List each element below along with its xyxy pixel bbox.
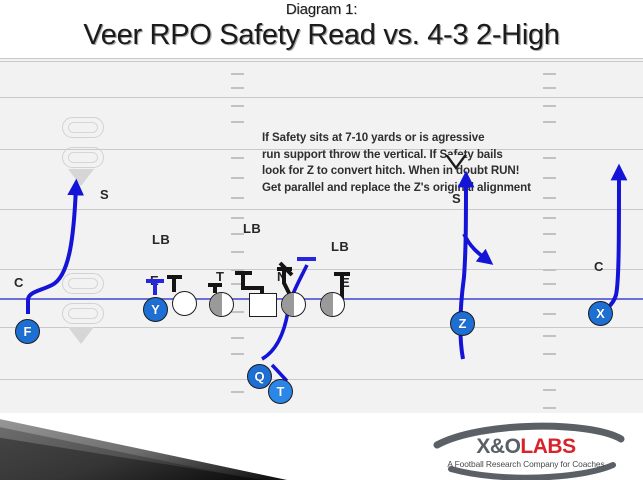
ghost-alignment-oval bbox=[62, 117, 104, 138]
logo-xo-text: X&O bbox=[476, 435, 521, 458]
hash-mark bbox=[231, 177, 244, 179]
hash-mark bbox=[231, 73, 244, 75]
ghost-alignment-oval bbox=[62, 303, 104, 324]
diagram-number-label: Diagram 1: bbox=[285, 1, 358, 18]
defensive-front-layer bbox=[146, 257, 350, 300]
hash-mark bbox=[231, 105, 244, 107]
offensive-lineman-right-guard bbox=[281, 292, 306, 317]
ghost-alignment-triangle bbox=[68, 327, 94, 344]
yard-line bbox=[0, 269, 643, 270]
hash-mark bbox=[543, 157, 556, 159]
route-z-vertical bbox=[457, 170, 475, 360]
hash-mark bbox=[543, 177, 556, 179]
defender-label-linebacker-mike: LB bbox=[243, 221, 262, 236]
defender-label-tackle: T bbox=[216, 269, 225, 284]
hash-mark bbox=[543, 73, 556, 75]
offensive-lineman-center bbox=[249, 293, 277, 317]
title-area: Diagram 1: Veer RPO Safety Read vs. 4-3 … bbox=[0, 0, 643, 58]
defender-label-corner-right: C bbox=[594, 259, 604, 274]
logo-tagline: A Football Research Company for Coaches bbox=[447, 459, 605, 469]
defender-label-linebacker-strong: LB bbox=[331, 239, 350, 254]
defender-label-free-safety-right: S bbox=[452, 191, 462, 206]
hash-mark bbox=[543, 389, 556, 391]
logo-swoosh-icon bbox=[433, 422, 625, 480]
hash-mark bbox=[543, 269, 556, 271]
route-x-vertical bbox=[598, 163, 628, 316]
route-layer bbox=[26, 163, 628, 383]
hash-mark bbox=[543, 313, 556, 315]
player-f-receiver[interactable]: F bbox=[15, 319, 40, 344]
route-f-vertical bbox=[26, 178, 85, 314]
note-line: If Safety sits at 7-10 yards or is agres… bbox=[262, 131, 485, 144]
brand-logo: X&OLABS A Football Research Company for … bbox=[421, 422, 631, 480]
hash-mark bbox=[231, 391, 244, 393]
hash-mark bbox=[543, 335, 556, 337]
hash-mark bbox=[543, 407, 556, 409]
hash-mark bbox=[543, 251, 556, 253]
logo-labs-text: LABS bbox=[520, 435, 576, 458]
player-y-tight-end[interactable]: Y bbox=[143, 297, 168, 322]
hash-mark bbox=[543, 105, 556, 107]
yard-line bbox=[0, 97, 643, 98]
defender-label-end-right: E bbox=[341, 275, 351, 290]
yard-line bbox=[0, 327, 643, 328]
hash-mark bbox=[231, 353, 244, 355]
hash-mark bbox=[231, 283, 244, 285]
hash-mark bbox=[543, 87, 556, 89]
defender-label-corner-left: C bbox=[14, 275, 24, 290]
hash-mark bbox=[231, 87, 244, 89]
hash-mark bbox=[231, 311, 244, 313]
player-z-receiver[interactable]: Z bbox=[450, 311, 475, 336]
hash-mark bbox=[543, 121, 556, 123]
hash-mark bbox=[231, 233, 244, 235]
defender-label-nose: N bbox=[277, 269, 287, 284]
hash-mark bbox=[231, 217, 244, 219]
yard-line bbox=[0, 209, 643, 210]
yard-line bbox=[0, 379, 643, 380]
footer-swoosh-decoration bbox=[0, 419, 287, 480]
hash-mark bbox=[543, 197, 556, 199]
ghost-alignment-oval bbox=[62, 273, 104, 294]
page-title: Veer RPO Safety Read vs. 4-3 2-High bbox=[83, 19, 560, 51]
hash-mark bbox=[231, 121, 244, 123]
player-x-receiver[interactable]: X bbox=[588, 301, 613, 326]
player-t-running-back[interactable]: T bbox=[268, 379, 293, 404]
offensive-lineman-left-guard bbox=[209, 292, 234, 317]
defender-label-free-safety-left: S bbox=[100, 187, 110, 202]
yard-line bbox=[0, 149, 643, 150]
footer: X&OLABS A Football Research Company for … bbox=[0, 413, 643, 480]
hash-mark bbox=[231, 269, 244, 271]
offensive-lineman-left-tackle bbox=[172, 291, 197, 316]
football-field: If Safety sits at 7-10 yards or is agres… bbox=[0, 58, 643, 414]
route-z-option-break bbox=[462, 233, 494, 265]
safety-triangle-icon bbox=[445, 155, 467, 170]
hash-mark bbox=[543, 217, 556, 219]
player-q-quarterback[interactable]: Q bbox=[247, 364, 272, 389]
hash-mark bbox=[543, 283, 556, 285]
ghost-alignment-oval bbox=[62, 147, 104, 168]
note-line: run support throw the vertical. If Safet… bbox=[262, 147, 503, 161]
hash-mark bbox=[543, 353, 556, 355]
hash-mark bbox=[231, 197, 244, 199]
hash-mark bbox=[231, 337, 244, 339]
yard-line bbox=[0, 61, 643, 62]
offensive-lineman-right-tackle bbox=[320, 292, 345, 317]
hash-mark bbox=[543, 233, 556, 235]
hash-mark bbox=[231, 251, 244, 253]
logo-wordmark: X&OLABS bbox=[421, 435, 631, 459]
hash-mark bbox=[231, 157, 244, 159]
defender-label-linebacker-weak: LB bbox=[152, 232, 171, 247]
